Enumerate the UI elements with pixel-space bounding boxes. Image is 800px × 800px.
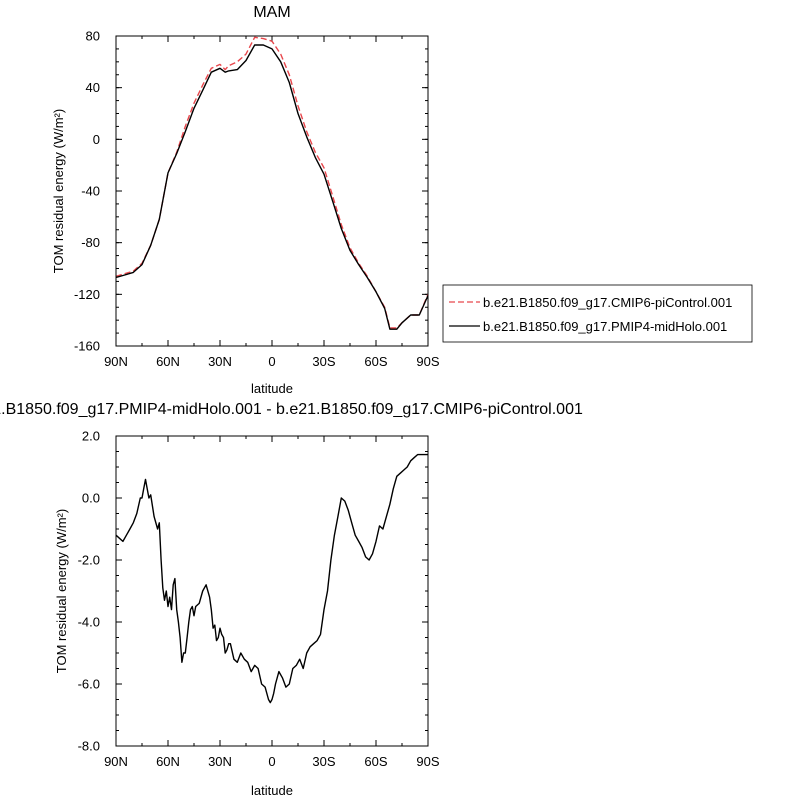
chart-panel-mam: MAM 90N 60N 30N 0 30S 60S 90S 80 40 0 -40 -80 -120 -… <box>51 4 440 396</box>
x-tick-label: 30S <box>312 754 335 769</box>
series-line-2 <box>116 44 428 330</box>
y-tick-label: -120 <box>74 287 100 302</box>
x-tick-label: 90N <box>104 754 128 769</box>
y-tick-label: -6.0 <box>78 677 100 692</box>
x-tick-label: 30N <box>208 354 232 369</box>
x-tick-labels: 90N 60N 30N 0 30S 60S 90S <box>104 754 440 769</box>
x-axis-label: latitude <box>251 783 293 798</box>
series-group <box>116 36 428 330</box>
y-tick-label: 2.0 <box>82 429 100 444</box>
y-tick-label: 80 <box>86 29 100 44</box>
y-tick-labels: 2.0 0.0 -2.0 -4.0 -6.0 -8.0 <box>78 429 100 754</box>
x-tick-label: 90S <box>416 354 439 369</box>
legend-label-picontrol: b.e21.B1850.f09_g17.CMIP6-piControl.001 <box>483 295 732 310</box>
x-tick-label: 30S <box>312 354 335 369</box>
y-tick-label: -80 <box>81 235 100 250</box>
x-axis-label: latitude <box>251 381 293 396</box>
chart-title: b.e21.B1850.f09_g17.PMIP4-midHolo.001 - … <box>0 401 583 418</box>
x-tick-label: 0 <box>268 754 275 769</box>
tick-marks <box>115 35 429 347</box>
series-line-1 <box>116 453 428 704</box>
x-tick-label: 30N <box>208 754 232 769</box>
x-tick-label: 90S <box>416 754 439 769</box>
x-tick-label: 60N <box>156 354 180 369</box>
chart-title: MAM <box>253 4 290 21</box>
x-tick-label: 60S <box>364 354 387 369</box>
legend: b.e21.B1850.f09_g17.CMIP6-piControl.001 … <box>442 284 753 343</box>
y-tick-label: -8.0 <box>78 739 100 754</box>
y-tick-label: -4.0 <box>78 615 100 630</box>
x-tick-label: 60S <box>364 754 387 769</box>
series-line-1 <box>116 36 428 329</box>
plot-frame <box>115 35 429 347</box>
y-tick-label: 40 <box>86 80 100 95</box>
x-tick-labels: 90N 60N 30N 0 30S 60S 90S <box>104 354 440 369</box>
x-tick-label: 60N <box>156 754 180 769</box>
plot-frame <box>115 435 429 747</box>
y-tick-label: -40 <box>81 184 100 199</box>
chart-panel-difference: b.e21.B1850.f09_g17.PMIP4-midHolo.001 - … <box>0 401 583 798</box>
y-axis-label: TOM residual energy (W/m²) <box>51 109 66 273</box>
y-tick-label: -160 <box>74 339 100 354</box>
x-tick-label: 0 <box>268 354 275 369</box>
y-axis-label: TOM residual energy (W/m²) <box>54 509 69 673</box>
y-tick-label: 0.0 <box>82 491 100 506</box>
x-tick-label: 90N <box>104 354 128 369</box>
series-group <box>116 453 428 704</box>
y-tick-label: -2.0 <box>78 553 100 568</box>
y-tick-label: 0 <box>93 132 100 147</box>
y-tick-labels: 80 40 0 -40 -80 -120 -160 <box>74 29 100 354</box>
legend-box <box>442 284 753 343</box>
legend-label-midholo: b.e21.B1850.f09_g17.PMIP4-midHolo.001 <box>483 319 727 334</box>
